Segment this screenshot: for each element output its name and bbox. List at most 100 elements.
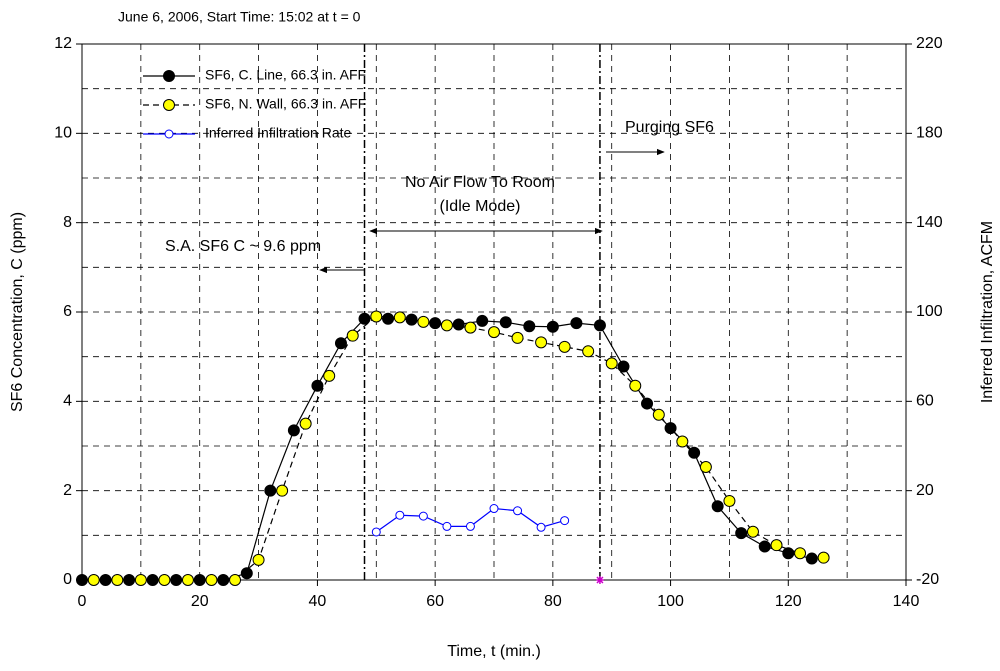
legend-label: SF6, N. Wall, 66.3 in. AFF — [205, 96, 366, 112]
data-point — [535, 336, 548, 349]
data-point — [418, 511, 428, 521]
x-tick-label: 20 — [191, 593, 209, 610]
annotation: No Air Flow To Room — [405, 174, 555, 191]
data-point — [582, 345, 595, 358]
chart-note: June 6, 2006, Start Time: 15:02 at t = 0 — [118, 9, 361, 25]
data-point — [205, 574, 218, 586]
data-point — [252, 553, 265, 566]
data-point — [805, 552, 818, 565]
y-tick-label: 0 — [63, 571, 72, 588]
data-point — [311, 379, 324, 392]
x-tick-label: 140 — [893, 593, 920, 610]
data-point — [465, 521, 475, 531]
data-point — [287, 424, 300, 437]
point-marker — [595, 576, 604, 584]
y2-tick-label: 140 — [916, 214, 943, 231]
legend-label: SF6, C. Line, 66.3 in. AFF — [205, 67, 366, 83]
data-point — [523, 320, 536, 333]
y-tick-label: 10 — [54, 125, 72, 142]
plot-frame — [81, 43, 907, 581]
y-tick-label: 8 — [63, 214, 72, 231]
data-point — [782, 547, 795, 560]
data-point — [334, 337, 347, 350]
data-point — [442, 521, 452, 531]
data-point — [476, 314, 489, 327]
data-point — [358, 312, 371, 325]
data-point — [371, 527, 381, 537]
data-point — [111, 574, 124, 586]
legend-marker — [164, 129, 174, 139]
data-point — [758, 540, 771, 553]
y-axis-label: SF6 Concentration, C (ppm) — [9, 212, 26, 412]
data-point — [536, 522, 546, 532]
data-point — [558, 340, 571, 353]
data-point — [299, 417, 312, 430]
data-point — [346, 329, 359, 342]
data-point — [699, 460, 712, 473]
data-point — [87, 574, 100, 586]
data-point — [489, 504, 499, 514]
data-point — [605, 357, 618, 370]
data-point — [240, 567, 253, 580]
data-point — [676, 435, 689, 448]
annotation: S.A. SF6 C ~ 9.6 ppm — [165, 238, 321, 255]
annotation: Purging SF6 — [625, 119, 714, 136]
data-point — [382, 312, 395, 325]
data-point — [688, 446, 701, 459]
data-point — [393, 311, 406, 324]
x-tick-label: 120 — [775, 593, 802, 610]
data-point — [417, 315, 430, 328]
data-point — [794, 547, 807, 560]
y-tick-label: 12 — [54, 35, 72, 52]
data-point — [395, 510, 405, 520]
data-point — [440, 319, 453, 332]
data-point — [770, 539, 783, 552]
y2-tick-label: -20 — [916, 571, 939, 588]
y2-tick-label: 60 — [916, 393, 934, 410]
data-point — [593, 319, 606, 332]
data-point — [134, 574, 147, 586]
y-tick-label: 2 — [63, 482, 72, 499]
x-tick-label: 60 — [426, 593, 444, 610]
data-point — [464, 321, 477, 334]
data-point — [323, 369, 336, 382]
data-point — [735, 527, 748, 540]
legend-marker — [163, 70, 175, 82]
data-point — [276, 484, 289, 497]
y-tick-label: 4 — [63, 393, 72, 410]
annotation: (Idle Mode) — [440, 198, 521, 215]
data-point — [546, 320, 559, 333]
legend-label: Inferred Infiltration Rate — [205, 125, 352, 141]
data-point — [264, 484, 277, 497]
data-point — [511, 331, 524, 344]
x-tick-label: 100 — [657, 593, 684, 610]
data-point — [370, 310, 383, 323]
data-point — [817, 551, 830, 564]
y-tick-label: 6 — [63, 303, 72, 320]
y2-tick-label: 100 — [916, 303, 943, 320]
x-axis-label: Time, t (min.) — [447, 643, 541, 660]
legend-marker — [163, 99, 175, 111]
data-point — [229, 574, 242, 586]
data-point — [723, 494, 736, 507]
y2-tick-label: 180 — [916, 125, 943, 142]
data-point — [76, 574, 88, 586]
y2-tick-label: 220 — [916, 35, 943, 52]
data-point — [488, 326, 500, 339]
y2-tick-label: 20 — [916, 482, 934, 499]
data-point — [513, 506, 523, 516]
data-point — [711, 500, 724, 513]
data-point — [181, 574, 194, 586]
data-point — [570, 317, 583, 330]
data-point — [158, 574, 171, 586]
x-tick-label: 40 — [309, 593, 327, 610]
y2-axis-label: Inferred Infiltration, ACFM — [979, 221, 996, 403]
data-point — [629, 379, 642, 392]
data-point — [499, 316, 512, 329]
data-point — [641, 397, 654, 410]
data-point — [560, 516, 570, 526]
x-tick-label: 0 — [78, 593, 87, 610]
data-point — [652, 408, 665, 421]
data-point — [452, 318, 465, 331]
